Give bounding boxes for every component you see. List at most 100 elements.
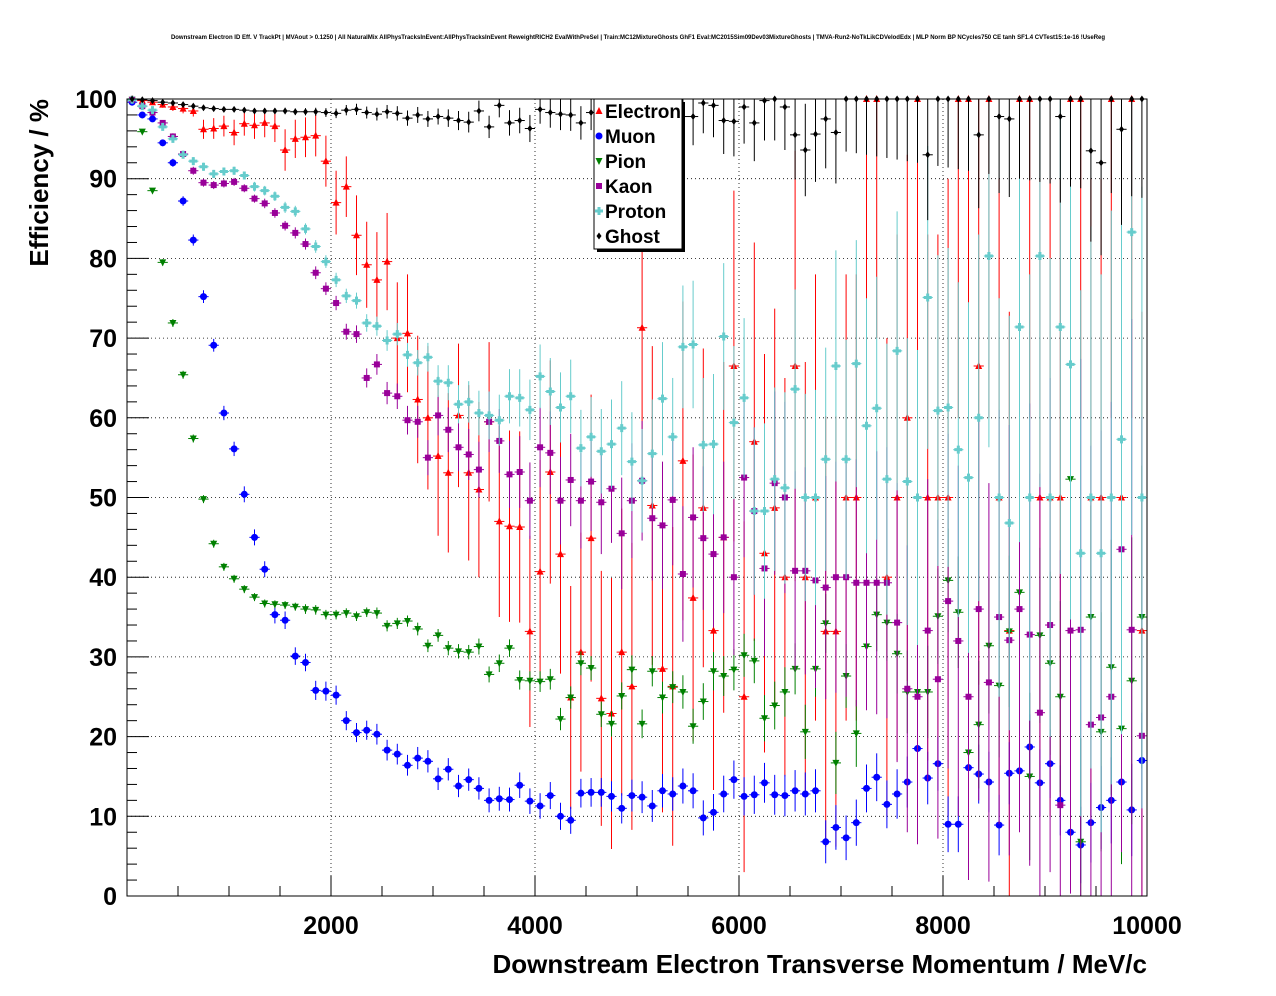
data-point bbox=[1025, 493, 1034, 502]
data-point bbox=[1117, 435, 1126, 444]
data-point bbox=[547, 109, 553, 117]
data-point bbox=[343, 106, 349, 114]
data-point bbox=[924, 627, 931, 634]
data-point bbox=[740, 652, 748, 660]
data-point bbox=[506, 522, 513, 530]
legend-label: Proton bbox=[605, 202, 666, 223]
data-point bbox=[291, 207, 300, 216]
data-point bbox=[638, 793, 646, 801]
data-point bbox=[536, 802, 544, 810]
data-point bbox=[526, 497, 533, 504]
data-point bbox=[190, 167, 197, 174]
data-point bbox=[435, 412, 442, 419]
tick-labels: 2000 4000 6000 8000 10000 0 10 20 30 40 50 60 70 80 90… bbox=[75, 86, 1181, 940]
data-point bbox=[374, 110, 380, 118]
data-point bbox=[383, 622, 391, 630]
data-point bbox=[516, 781, 524, 789]
data-point bbox=[964, 473, 973, 482]
data-point bbox=[301, 224, 310, 233]
data-point bbox=[1107, 493, 1116, 502]
data-point bbox=[333, 300, 340, 307]
data-point bbox=[415, 111, 421, 119]
data-point bbox=[965, 693, 972, 700]
data-point bbox=[250, 182, 259, 191]
data-point bbox=[831, 361, 840, 370]
y-tick-label: 60 bbox=[89, 405, 117, 433]
data-point bbox=[700, 535, 707, 542]
data-point bbox=[516, 468, 523, 475]
data-point bbox=[863, 579, 870, 586]
legend-box bbox=[593, 98, 683, 250]
data-point bbox=[343, 328, 350, 335]
data-point bbox=[659, 694, 666, 702]
data-point bbox=[567, 694, 575, 702]
data-point bbox=[822, 584, 829, 591]
data-point bbox=[342, 291, 351, 300]
data-point bbox=[251, 533, 258, 541]
data-point bbox=[801, 493, 810, 502]
legend-label: Kaon bbox=[605, 177, 653, 198]
data-point bbox=[322, 611, 330, 619]
data-point bbox=[353, 231, 360, 239]
data-point bbox=[434, 452, 442, 460]
data-point bbox=[669, 790, 677, 798]
data-point bbox=[240, 586, 248, 594]
data-point bbox=[425, 115, 431, 123]
data-point bbox=[170, 99, 176, 107]
data-point bbox=[281, 616, 289, 624]
data-point bbox=[200, 496, 207, 504]
data-point bbox=[231, 105, 237, 113]
data-point bbox=[638, 720, 646, 728]
data-point bbox=[526, 797, 534, 805]
data-series bbox=[127, 95, 1147, 896]
data-point bbox=[302, 658, 309, 666]
x-tick-label: 10000 bbox=[1112, 912, 1182, 940]
y-tick-label: 40 bbox=[89, 564, 117, 592]
data-point bbox=[414, 754, 422, 762]
data-point bbox=[199, 162, 208, 171]
data-point bbox=[495, 517, 503, 525]
data-point bbox=[210, 124, 218, 132]
data-point bbox=[741, 103, 747, 111]
data-point bbox=[832, 574, 839, 581]
data-point bbox=[455, 444, 462, 451]
data-point bbox=[1097, 549, 1106, 558]
data-point bbox=[547, 449, 554, 456]
data-point bbox=[393, 330, 402, 339]
data-point bbox=[659, 787, 666, 795]
data-point bbox=[495, 416, 504, 425]
data-point bbox=[220, 180, 227, 187]
data-point bbox=[699, 440, 708, 449]
legend-marker bbox=[595, 107, 603, 114]
data-point bbox=[230, 128, 238, 136]
data-point bbox=[332, 275, 341, 284]
data-point bbox=[811, 493, 820, 502]
data-point bbox=[536, 372, 545, 381]
data-point bbox=[138, 128, 146, 136]
data-point bbox=[525, 405, 534, 414]
data-point bbox=[282, 222, 289, 229]
legend-label: Ghost bbox=[605, 227, 661, 248]
data-point bbox=[230, 166, 239, 175]
data-point bbox=[241, 106, 247, 114]
data-point bbox=[1086, 493, 1095, 502]
data-point bbox=[332, 691, 340, 699]
data-point bbox=[690, 514, 697, 521]
data-point bbox=[352, 296, 361, 305]
data-point bbox=[148, 106, 157, 115]
data-point bbox=[291, 134, 299, 142]
data-point bbox=[618, 530, 625, 537]
data-point bbox=[362, 318, 371, 327]
data-point bbox=[627, 457, 636, 466]
data-point bbox=[179, 197, 187, 205]
data-point bbox=[689, 593, 697, 601]
data-point bbox=[659, 522, 666, 529]
data-point bbox=[558, 110, 563, 118]
data-point bbox=[220, 563, 228, 571]
data-point bbox=[200, 293, 207, 301]
legend-entry-proton: Proton bbox=[595, 202, 666, 223]
data-point bbox=[445, 114, 451, 122]
data-point bbox=[782, 103, 788, 111]
data-point bbox=[587, 432, 596, 441]
data-point bbox=[404, 329, 411, 337]
